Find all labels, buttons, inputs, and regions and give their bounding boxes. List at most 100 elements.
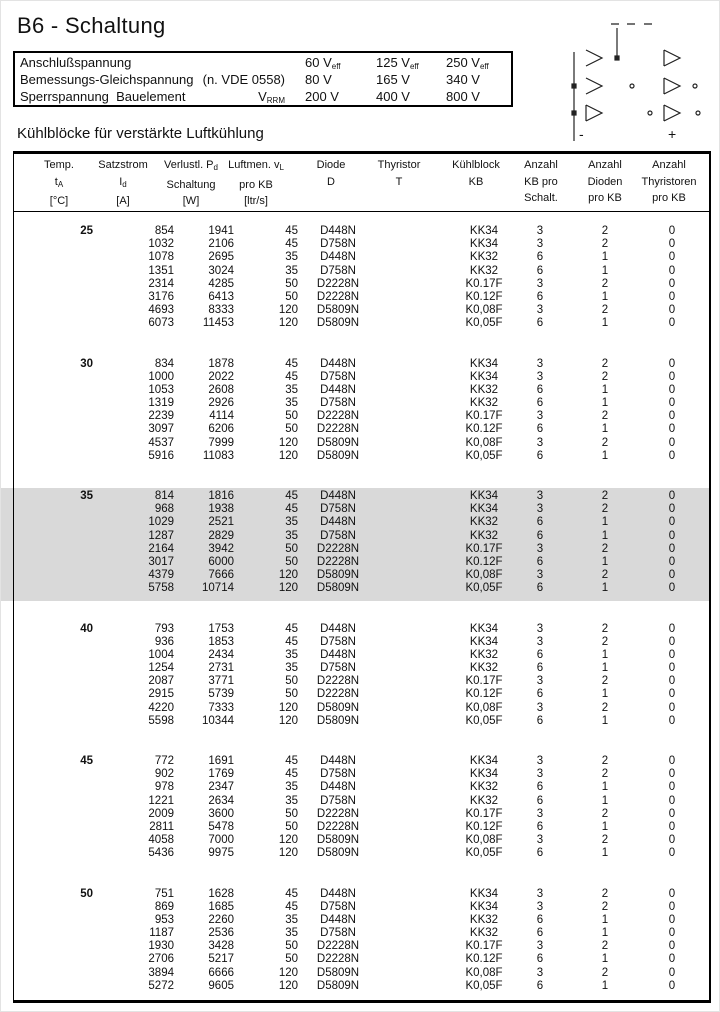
anzahl-dioden-cell: 2: [601, 701, 609, 714]
luftmenge-cell: 50: [285, 940, 298, 953]
anzahl-kb-cell: 6: [536, 582, 544, 595]
b6-bridge-circuit-diagram: - +: [571, 23, 701, 142]
verlustleistung-cell: 2434: [208, 648, 234, 661]
anzahl-dioden-cell: 1: [601, 529, 609, 542]
diode-cell: D448N: [320, 648, 356, 661]
diode-cell: D5809N: [316, 582, 360, 595]
kuehlblock-cell: K0,08F: [465, 834, 503, 847]
anzahl-thyristoren-cell: 0: [668, 449, 676, 462]
column-header-anzahl-dioden: Anzahl Dioden pro KB: [587, 159, 623, 204]
spec-note: (n. VDE 0558): [202, 72, 285, 87]
luftmenge-cell: 45: [285, 490, 298, 502]
anzahl-kb-cell: 6: [536, 781, 544, 794]
temp-cell: 40: [80, 622, 93, 635]
diode-cell: D2228N: [316, 290, 360, 303]
temp-group-35: 35 814 1816 45 D448N KK34 3 2 0 968 1938 45 D758N KK3…: [14, 490, 709, 596]
verlustleistung-cell: 7666: [208, 569, 234, 582]
verlustleistung-cell: 1685: [208, 900, 234, 913]
table-row: 35 814 1816 45 D448N KK34 3 2 0: [14, 490, 709, 503]
verlustleistung-cell: 2022: [208, 370, 234, 383]
table-row: 5272 9605 120 D5809N K0,05F 6 1 0: [14, 980, 709, 993]
verlustleistung-cell: 9975: [208, 847, 234, 860]
luftmenge-cell: 35: [285, 913, 298, 926]
anzahl-kb-cell: 3: [536, 490, 544, 502]
anzahl-dioden-cell: 1: [601, 714, 609, 727]
anzahl-dioden-cell: 2: [601, 238, 609, 251]
anzahl-kb-cell: 3: [536, 622, 544, 635]
table-row: 5916 11083 120 D5809N K0,05F 6 1 0: [14, 450, 709, 463]
verlustleistung-cell: 2260: [208, 913, 234, 926]
luftmenge-cell: 120: [278, 701, 298, 714]
anzahl-kb-cell: 6: [536, 264, 544, 277]
anzahl-kb-cell: 3: [536, 701, 544, 714]
anzahl-thyristoren-cell: 0: [668, 622, 676, 635]
diode-cell: D2228N: [316, 277, 360, 290]
diode-cell: D758N: [320, 238, 356, 251]
luftmenge-cell: 45: [285, 755, 298, 767]
luftmenge-cell: 120: [278, 436, 298, 449]
diode-cell: D5809N: [316, 834, 360, 847]
anzahl-kb-cell: 6: [536, 847, 544, 860]
verlustleistung-cell: 1753: [208, 622, 234, 635]
anzahl-kb-cell: 6: [536, 529, 544, 542]
anzahl-thyristoren-cell: 0: [668, 410, 676, 423]
anzahl-kb-cell: 6: [536, 927, 544, 940]
anzahl-thyristoren-cell: 0: [668, 370, 676, 383]
spec-value: 60 Veff: [305, 55, 341, 71]
temp-cell: 25: [80, 225, 93, 237]
luftmenge-cell: 45: [285, 768, 298, 781]
anzahl-kb-cell: 6: [536, 516, 544, 529]
diode-cell: D758N: [320, 794, 356, 807]
table-row: 5436 9975 120 D5809N K0,05F 6 1 0: [14, 847, 709, 860]
kuehlblock-cell: KK32: [469, 927, 499, 940]
diode-symbol: [585, 77, 604, 95]
luftmenge-cell: 45: [285, 357, 298, 370]
anzahl-dioden-cell: 2: [601, 490, 609, 502]
verlustleistung-cell: 5478: [208, 820, 234, 833]
table-row: 30 834 1878 45 D448N KK34 3 2 0: [14, 358, 709, 371]
column-header-diode: Diode D: [316, 159, 346, 188]
anzahl-kb-cell: 6: [536, 290, 544, 303]
column-header-verlustleistung: Verlustl. Pd Schaltung [W]: [164, 159, 218, 207]
anzahl-dioden-cell: 2: [601, 304, 609, 317]
anzahl-dioden-cell: 1: [601, 847, 609, 860]
table-row: 1000 2022 45 D758N KK34 3 2 0: [14, 371, 709, 384]
diode-cell: D2228N: [316, 423, 360, 436]
table-row: 902 1769 45 D758N KK34 3 2 0: [14, 768, 709, 781]
kuehlblock-cell: KK34: [469, 635, 499, 648]
spec-value: 165 V: [376, 72, 410, 87]
anzahl-dioden-cell: 2: [601, 542, 609, 555]
diode-cell: D448N: [320, 622, 356, 635]
luftmenge-cell: 120: [278, 966, 298, 979]
satzstrom-cell: 834: [154, 357, 174, 370]
table-row: 40 793 1753 45 D448N KK34 3 2 0: [14, 623, 709, 636]
anzahl-thyristoren-cell: 0: [668, 768, 676, 781]
verlustleistung-cell: 11083: [202, 449, 234, 462]
verlustleistung-cell: 10344: [202, 714, 234, 727]
luftmenge-cell: 50: [285, 820, 298, 833]
diode-cell: D2228N: [316, 675, 360, 688]
table-row: 50 751 1628 45 D448N KK34 3 2 0: [14, 888, 709, 901]
verlustleistung-cell: 1938: [208, 503, 234, 516]
verlustleistung-cell: 3428: [208, 940, 234, 953]
luftmenge-cell: 35: [285, 264, 298, 277]
anzahl-dioden-cell: 2: [601, 768, 609, 781]
anzahl-dioden-cell: 1: [601, 820, 609, 833]
anzahl-thyristoren-cell: 0: [668, 953, 676, 966]
anzahl-kb-cell: 3: [536, 410, 544, 423]
satzstrom-cell: 1287: [148, 529, 174, 542]
voltage-spec-table: Anschlußspannung 60 Veff 125 Veff 250 Ve…: [13, 51, 513, 107]
satzstrom-cell: 4693: [148, 304, 174, 317]
luftmenge-cell: 120: [278, 834, 298, 847]
table-row: 6073 11453 120 D5809N K0,05F 6 1 0: [14, 317, 709, 330]
diode-cell: D2228N: [316, 820, 360, 833]
anzahl-dioden-cell: 2: [601, 755, 609, 767]
kuehlblock-cell: K0,08F: [465, 569, 503, 582]
satzstrom-cell: 2087: [148, 675, 174, 688]
kuehlblock-cell: KK34: [469, 900, 499, 913]
temp-group-25: 25 854 1941 45 D448N KK34 3 2 0 1032 2106 45 D758N KK…: [14, 225, 709, 331]
anzahl-kb-cell: 3: [536, 887, 544, 900]
anzahl-dioden-cell: 1: [601, 555, 609, 568]
verlustleistung-cell: 2829: [208, 529, 234, 542]
